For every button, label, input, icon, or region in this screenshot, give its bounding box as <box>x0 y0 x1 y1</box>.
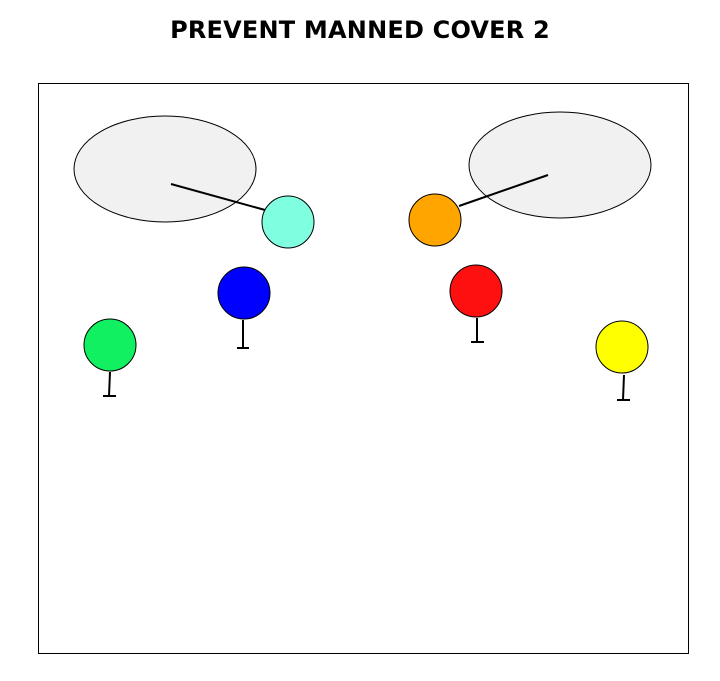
defender-man-blue <box>217 266 271 349</box>
play-diagram-canvas <box>73 111 652 401</box>
deep-zone-right <box>468 111 652 219</box>
zone-assignment-line-right <box>458 174 549 207</box>
zone-assignment-line-left <box>170 183 266 211</box>
defender-man-yellow <box>595 320 649 401</box>
play-diagram-field <box>38 83 689 654</box>
defender-man-red <box>449 264 503 343</box>
defender-zone-safety-right <box>408 193 462 247</box>
defender-zone-safety-left <box>261 195 315 249</box>
defender-man-green <box>83 318 137 397</box>
page-title: PREVENT MANNED COVER 2 <box>170 16 550 44</box>
deep-zone-left <box>73 115 257 223</box>
